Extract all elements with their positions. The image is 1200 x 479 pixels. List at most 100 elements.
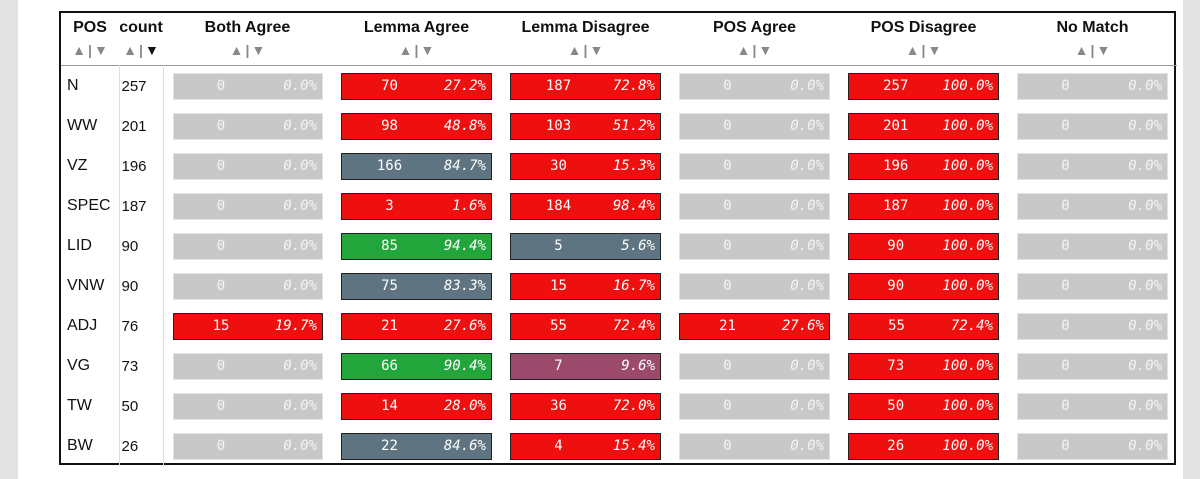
metric-bar: 0 0.0% [1017, 192, 1168, 220]
metric-count: 0 [723, 78, 732, 94]
metric-count: 0 [723, 198, 732, 214]
metric-count: 22 [381, 438, 398, 454]
metric-bar: 90 100.0% [848, 232, 999, 260]
metric-cell: 26 100.0% [839, 426, 1008, 466]
metric-count: 0 [1061, 158, 1070, 174]
metric-count: 0 [1061, 278, 1070, 294]
metric-bar: 90 100.0% [848, 272, 999, 300]
metric-percent: 5.6% [621, 238, 655, 254]
metric-bar: 21 27.6% [341, 312, 492, 340]
table-row: ADJ 76 15 19.7% 21 27.6% 55 72.4% 21 27.6% 55 72.4%… [61, 306, 1177, 346]
metric-count: 0 [1061, 118, 1070, 134]
sort-ascending-icon[interactable]: ▲ [229, 42, 244, 58]
sort-descending-icon[interactable]: ▼ [144, 42, 159, 58]
metric-bar: 257 100.0% [848, 72, 999, 100]
sort-separator: | [752, 42, 757, 58]
sort-ascending-icon[interactable]: ▲ [398, 42, 413, 58]
sort-descending-icon[interactable]: ▼ [93, 42, 108, 58]
metric-percent: 0.0% [1128, 238, 1162, 254]
metric-bar: 0 0.0% [679, 72, 830, 100]
metric-cell: 0 0.0% [670, 146, 839, 186]
metric-bar: 0 0.0% [679, 352, 830, 380]
pos-tag-cell: VZ [61, 146, 120, 186]
metric-count: 3 [385, 198, 394, 214]
count-cell: 196 [119, 146, 164, 186]
metric-count: 0 [216, 78, 226, 94]
metric-bar: 5 5.6% [510, 232, 661, 260]
metric-count: 0 [216, 118, 226, 134]
metric-count: 103 [545, 118, 572, 134]
metric-bar: 0 0.0% [679, 392, 830, 420]
metric-percent: 0.0% [283, 198, 317, 214]
metric-percent: 0.0% [1128, 318, 1162, 334]
metric-cell: 0 0.0% [163, 106, 332, 146]
metric-cell: 15 19.7% [163, 306, 332, 346]
metric-count: 21 [381, 318, 398, 334]
sort-ascending-icon[interactable]: ▲ [1074, 42, 1089, 58]
metric-bar: 0 0.0% [1017, 432, 1168, 460]
metric-percent: 72.0% [612, 398, 655, 414]
metric-percent: 15.3% [612, 158, 655, 174]
sort-separator: | [139, 42, 143, 58]
metric-bar: 66 90.4% [341, 352, 492, 380]
column-header-both-agree: Both Agree ▲ | ▼ [163, 13, 332, 66]
metric-count: 187 [545, 78, 572, 94]
sort-separator: | [921, 42, 926, 58]
metric-percent: 0.0% [1128, 278, 1162, 294]
sort-ascending-icon[interactable]: ▲ [736, 42, 751, 58]
sort-descending-icon[interactable]: ▼ [758, 42, 773, 58]
sort-descending-icon[interactable]: ▼ [589, 42, 604, 58]
sort-ascending-icon[interactable]: ▲ [567, 42, 582, 58]
metric-cell: 187 72.8% [501, 66, 670, 107]
metric-count: 0 [723, 278, 732, 294]
metric-cell: 0 0.0% [670, 106, 839, 146]
metric-count: 50 [887, 398, 905, 414]
metric-bar: 0 0.0% [1017, 392, 1168, 420]
pos-tag-cell: WW [61, 106, 120, 146]
metric-cell: 0 0.0% [670, 346, 839, 386]
metric-percent: 94.4% [443, 238, 486, 254]
metric-bar: 0 0.0% [679, 272, 830, 300]
sort-ascending-icon[interactable]: ▲ [123, 42, 138, 58]
metric-cell: 0 0.0% [670, 226, 839, 266]
metric-bar: 0 0.0% [679, 432, 830, 460]
metric-cell: 0 0.0% [1008, 106, 1177, 146]
sort-ascending-icon[interactable]: ▲ [72, 42, 87, 58]
metric-percent: 51.2% [612, 118, 655, 134]
metric-cell: 0 0.0% [1008, 186, 1177, 226]
metric-cell: 75 83.3% [332, 266, 501, 306]
metric-count: 0 [723, 158, 732, 174]
header-row: POS ▲ | ▼ count ▲ | ▼ Both Agree ▲ | ▼ Lemma Agr… [61, 13, 1177, 66]
metric-count: 0 [1061, 78, 1070, 94]
sort-descending-icon[interactable]: ▼ [420, 42, 435, 58]
sort-controls: ▲ | ▼ [1008, 42, 1177, 58]
metric-bar: 0 0.0% [1017, 352, 1168, 380]
metric-cell: 98 48.8% [332, 106, 501, 146]
metric-count: 0 [1061, 398, 1070, 414]
sort-controls: ▲ | ▼ [119, 42, 163, 58]
count-cell: 76 [119, 306, 164, 346]
metric-cell: 0 0.0% [163, 266, 332, 306]
metric-cell: 5 5.6% [501, 226, 670, 266]
metric-cell: 15 16.7% [501, 266, 670, 306]
metric-bar: 0 0.0% [679, 232, 830, 260]
metric-percent: 0.0% [1128, 78, 1162, 94]
metric-count: 85 [381, 238, 398, 254]
sort-descending-icon[interactable]: ▼ [1096, 42, 1111, 58]
table-row: VZ 196 0 0.0% 166 84.7% 30 15.3% 0 0.0% 196 100.0% 0… [61, 146, 1177, 186]
column-label: POS [73, 19, 107, 36]
metric-count: 15 [550, 278, 567, 294]
sort-descending-icon[interactable]: ▼ [927, 42, 942, 58]
table-row: LID 90 0 0.0% 85 94.4% 5 5.6% 0 0.0% 90 100.0% 0 0.0% [61, 226, 1177, 266]
sort-ascending-icon[interactable]: ▲ [905, 42, 920, 58]
metric-cell: 0 0.0% [670, 186, 839, 226]
column-header-pos: POS ▲ | ▼ [61, 13, 119, 66]
metric-bar: 73 100.0% [848, 352, 999, 380]
sort-descending-icon[interactable]: ▼ [251, 42, 266, 58]
metric-count: 0 [723, 438, 732, 454]
metric-count: 7 [554, 358, 563, 374]
metric-percent: 9.6% [621, 358, 655, 374]
metric-count: 26 [887, 438, 905, 454]
metric-count: 30 [550, 158, 567, 174]
metric-bar: 0 0.0% [172, 152, 323, 180]
